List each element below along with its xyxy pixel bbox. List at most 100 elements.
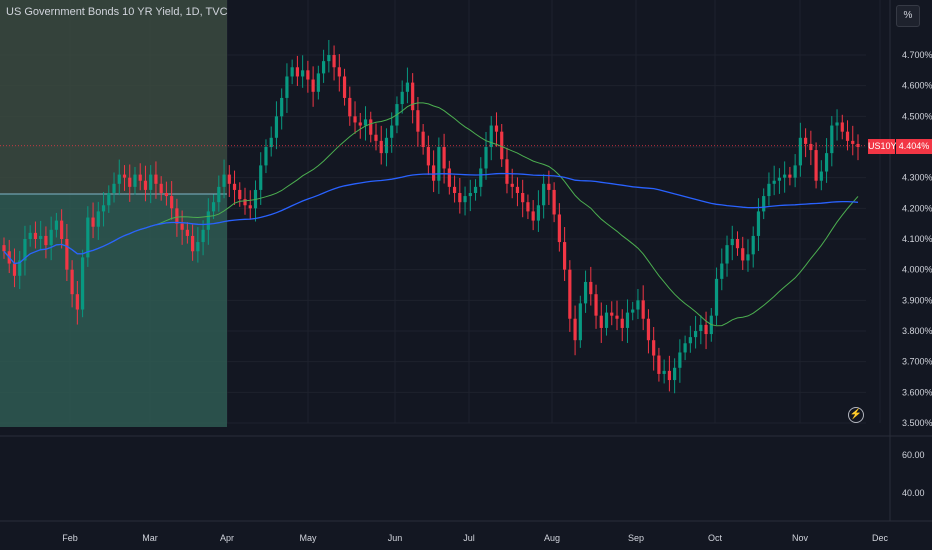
candle-body [274,116,279,138]
candle-body [295,67,299,77]
candle-body [358,122,362,126]
x-tick-label: Mar [142,533,158,543]
candle-body [411,82,415,111]
candle-body [583,281,588,304]
candle-body [683,343,687,353]
candle-body [2,245,6,252]
candle-body [589,281,593,295]
candle-body [133,174,137,187]
candle-body [437,147,441,181]
candle-body [819,171,823,181]
candle-body [117,174,121,184]
candle-body [18,260,22,276]
candle-body [458,193,462,203]
candle-body [211,202,216,212]
candle-body [484,147,488,169]
x-tick-label: Oct [708,533,723,543]
symbol-badge: US10Y [868,139,897,154]
lower-zone [0,194,227,427]
candle-body [521,193,525,203]
candle-body [657,355,661,374]
candle-body [688,337,692,344]
candle-body [468,193,472,197]
candle-body [164,193,169,197]
y-tick-label: 3.900% [902,295,932,305]
candle-body [641,300,645,319]
candle-body [704,324,708,335]
candle-body [384,137,389,154]
x-tick-label: Jun [388,533,403,543]
candle-body [772,180,776,184]
candle-body [557,214,561,243]
candle-body [636,300,640,310]
candle-body [756,211,761,236]
lightning-icon[interactable]: ⚡ [848,407,864,423]
candle-body [91,217,95,227]
candle-body [840,122,844,132]
candle-body [452,186,457,193]
candle-body [835,122,839,126]
candle-body [112,183,116,193]
y-tick-label: 4.300% [902,173,932,183]
candle-body [39,235,43,239]
candle-body [421,131,425,147]
candle-body [290,67,294,77]
candle-body [652,340,656,356]
candle-body [714,278,719,316]
y-tick-label: 4.700% [902,50,932,60]
x-tick-label: Sep [628,533,644,543]
candle-body [306,70,310,80]
candle-body [751,235,755,255]
candle-body [321,61,326,74]
candle-body [227,174,231,184]
candle-body [631,309,635,313]
candle-body [678,352,682,368]
candle-body [725,245,729,264]
ma-slow-line [3,172,859,265]
candle-body [526,202,530,212]
candle-body [447,168,451,187]
percent-scale-button[interactable]: % [896,5,920,27]
candle-body [23,239,27,261]
candle-body [191,235,195,252]
x-tick-label: Apr [220,533,234,543]
lower-pane-tick: 60.00 [902,450,925,460]
candle-body [798,137,802,166]
upper-zone [0,0,227,194]
candle-body [814,150,818,181]
candle-body [473,186,478,193]
candle-body [510,183,514,187]
candle-body [610,312,614,316]
candle-body [594,294,598,316]
candle-body [337,67,341,77]
candle-body [741,248,745,261]
candle-body [730,239,734,246]
x-tick-label: Nov [792,533,809,543]
x-tick-label: May [299,533,317,543]
candle-body [33,232,38,239]
candle-body [363,119,368,126]
candle-body [269,137,273,147]
candle-body [196,242,200,252]
candle-body [489,125,493,147]
candle-body [547,183,551,190]
last-price-badge: 4.404% [896,139,932,154]
candle-body [667,370,671,381]
candle-body [804,137,808,144]
candle-body [232,183,237,190]
candle-body [122,174,127,178]
y-tick-label: 3.600% [902,387,932,397]
y-tick-label: 3.800% [902,326,932,336]
candle-body [327,55,331,62]
candle-body [342,76,347,98]
candle-body [809,143,813,151]
candle-body [175,208,179,224]
candle-body [720,263,724,279]
candle-body [615,315,619,319]
candle-body [86,217,90,258]
candle-body [243,199,247,206]
candle-body [12,263,17,276]
candle-body [693,331,698,338]
candle-body [777,177,782,181]
